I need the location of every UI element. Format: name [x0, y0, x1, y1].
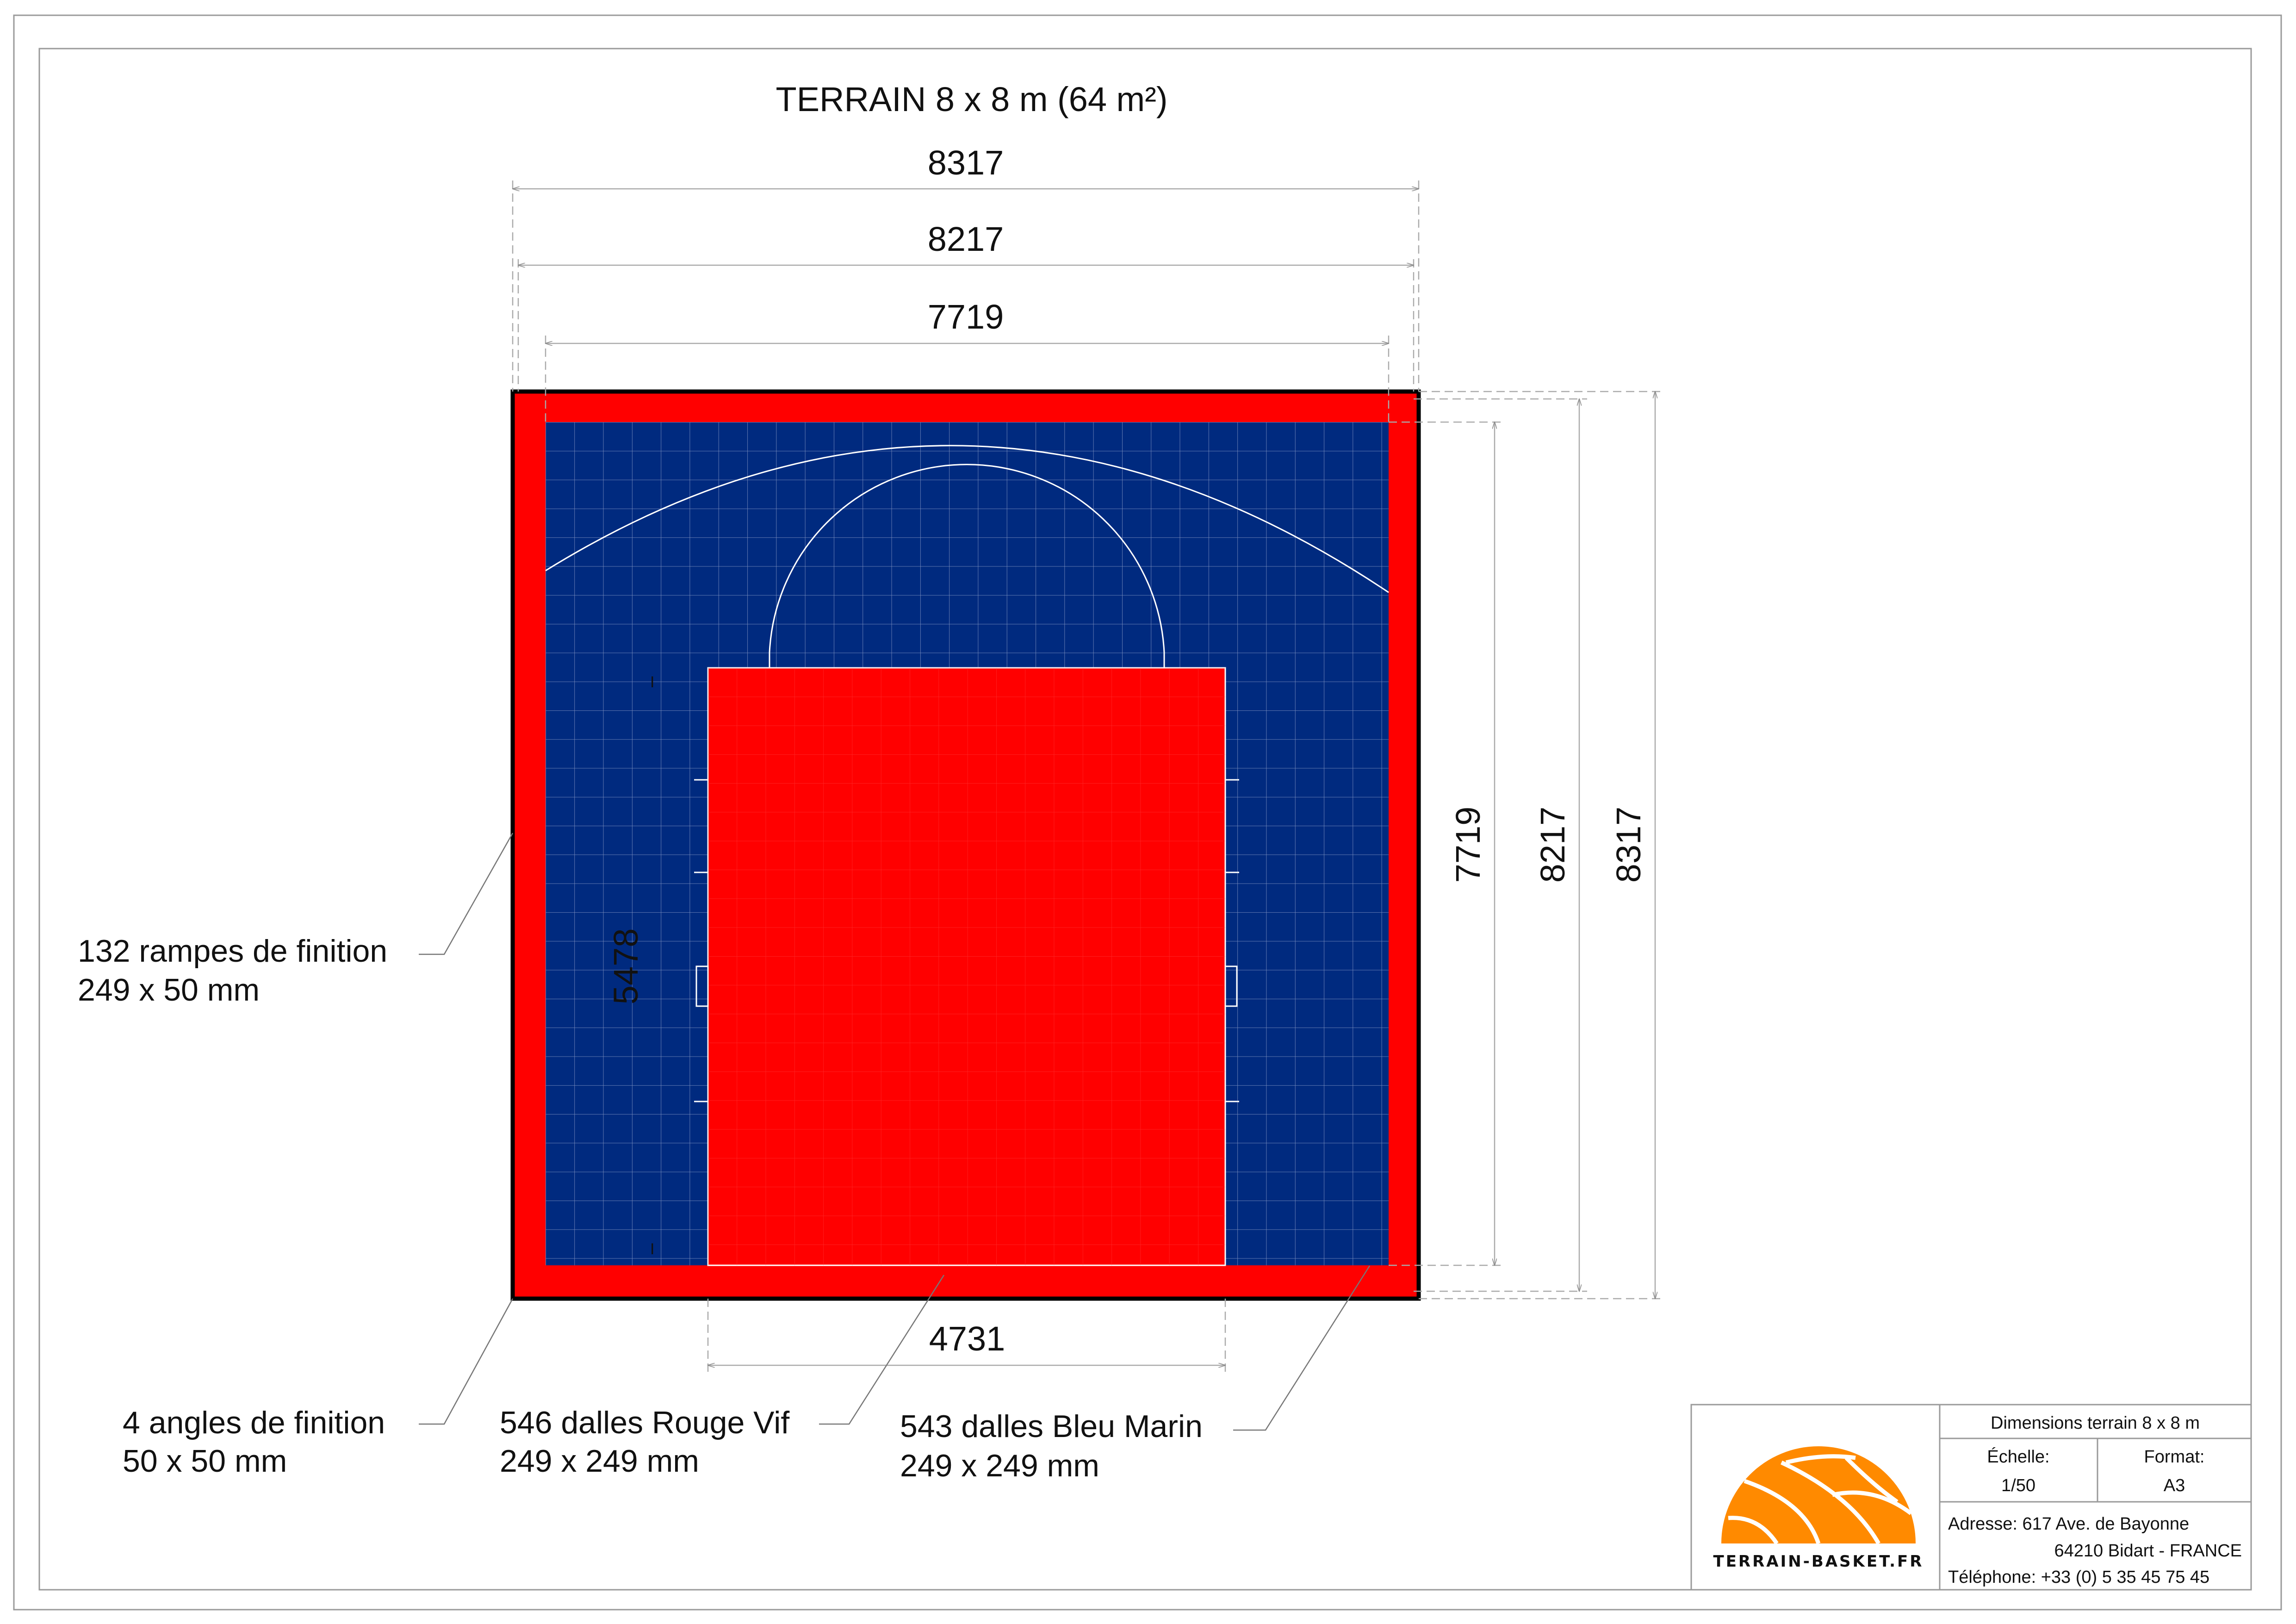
phone-line: Téléphone: +33 (0) 5 35 45 75 45 [1948, 1568, 2209, 1587]
corners-label-line1: 4 angles de finition [123, 1405, 385, 1440]
dim-key-width: 4731 [929, 1319, 1005, 1358]
bottom-dimension [707, 1299, 1226, 1372]
blue-tiles-label-line1: 543 dalles Bleu Marin [900, 1409, 1203, 1444]
title-block-heading: Dimensions terrain 8 x 8 m [1991, 1413, 2200, 1433]
corners-label-line2: 50 x 50 mm [123, 1444, 287, 1479]
ramps-label-line1: 132 rampes de finition [78, 933, 387, 969]
address-line1: Adresse: 617 Ave. de Bayonne [1948, 1514, 2189, 1534]
dim-top-inner: 7719 [928, 298, 1004, 336]
sheet-outer-border [13, 14, 2282, 1611]
right-dimensions [1389, 391, 1663, 1300]
scale-value: 1/50 [2001, 1476, 2035, 1495]
logo-text: TERRAIN-BASKET.FR [1713, 1552, 1924, 1571]
court-black-frame [510, 389, 1421, 1301]
format-label: Format: [2144, 1447, 2205, 1467]
dim-right-outer: 8317 [1609, 807, 1648, 883]
scale-label: Échelle: [1987, 1447, 2049, 1467]
sheet-inner-border [38, 48, 2252, 1591]
ramps-label-line2: 249 x 50 mm [78, 972, 260, 1008]
red-tiles-label-line1: 546 dalles Rouge Vif [500, 1405, 789, 1440]
free-throw-circle [769, 464, 1165, 668]
red-tiles-label-line2: 249 x 249 mm [500, 1444, 699, 1479]
dim-right-mid: 8217 [1533, 807, 1572, 883]
leader-lines [419, 833, 1371, 1431]
address-line2: 64210 Bidart - FRANCE [2054, 1541, 2242, 1561]
three-point-line [545, 445, 1389, 593]
key-tile-grid [708, 668, 1225, 1265]
dim-key-height: 5478 [607, 928, 645, 1005]
top-dimensions [512, 180, 1420, 422]
dim-top-mid: 8217 [928, 220, 1004, 258]
basketball-icon [1721, 1446, 1916, 1545]
dim-right-inner: 7719 [1449, 807, 1487, 883]
dim-top-outer: 8317 [928, 143, 1004, 182]
blue-tiles-label-line2: 249 x 249 mm [900, 1448, 1099, 1483]
corner-mark-top: I [650, 673, 654, 691]
corner-mark-bottom: I [650, 1240, 654, 1258]
lane-markings [694, 779, 1239, 1102]
court: I I [510, 389, 1421, 1301]
title-block [1690, 1404, 2252, 1591]
drawing-title: TERRAIN 8 x 8 m (64 m²) [776, 80, 1168, 118]
format-value: A3 [2164, 1476, 2185, 1495]
